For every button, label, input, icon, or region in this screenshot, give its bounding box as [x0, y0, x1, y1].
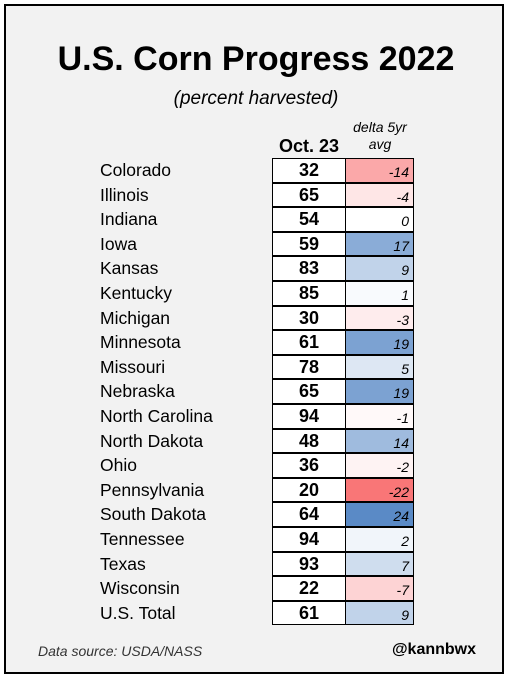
column-header-delta-text: delta 5yr avg [353, 119, 407, 152]
row-delta-value: 9 [346, 256, 414, 281]
table-row: Tennessee 94 2 [0, 527, 512, 552]
row-harvest-value: 54 [272, 207, 346, 232]
row-harvest-value: 30 [272, 305, 346, 331]
row-state-label: Ohio [100, 455, 137, 476]
row-harvest-value: 94 [272, 404, 346, 429]
row-state-label: Illinois [100, 184, 149, 205]
row-harvest-value: 64 [272, 502, 346, 527]
row-harvest-value: 65 [272, 379, 346, 404]
row-state-label: South Dakota [100, 504, 207, 525]
row-harvest-value: 48 [272, 428, 346, 454]
row-state-label: Missouri [100, 356, 166, 377]
table-row: Kansas 83 9 [0, 256, 512, 281]
chart-frame [4, 4, 504, 674]
row-state-label: North Carolina [100, 406, 213, 426]
row-state-label: Nebraska [100, 381, 175, 402]
row-harvest-value: 32 [272, 158, 346, 183]
row-harvest-value: 61 [272, 330, 346, 355]
row-delta-value: 9 [346, 600, 414, 626]
row-state-label: Michigan [100, 307, 171, 328]
column-header-oct23: Oct. 23 [278, 136, 340, 156]
row-delta-value: 24 [346, 502, 414, 527]
table-row: Wisconsin 22 -7 [0, 576, 512, 601]
chart-title: U.S. Corn Progress 2022 [57, 40, 455, 78]
row-state-label: Kentucky [100, 283, 172, 303]
row-delta-value: 14 [346, 428, 414, 454]
row-delta-value: 19 [346, 379, 414, 404]
row-harvest-value: 59 [272, 231, 346, 257]
row-harvest-value: 65 [272, 182, 346, 208]
table-row: Ohio 36 -2 [0, 453, 512, 478]
column-header-delta: delta 5yr avg [346, 119, 414, 153]
row-state-label: Tennessee [100, 529, 185, 549]
row-delta-value: 19 [346, 330, 414, 355]
row-delta-value: -4 [346, 182, 414, 208]
table-row: Nebraska 65 19 [0, 379, 512, 404]
row-delta-value: 7 [346, 551, 414, 577]
row-state-label: North Dakota [100, 430, 204, 451]
row-state-label: Pennsylvania [100, 479, 205, 500]
table-row: Pennsylvania 20 -22 [0, 477, 512, 503]
table-row: U.S. Total 61 9 [0, 600, 512, 626]
table-row: Illinois 65 -4 [0, 182, 512, 208]
author-handle: @kannbwx [391, 641, 476, 658]
row-harvest-value: 36 [272, 453, 346, 478]
table-row: Minnesota 61 19 [0, 330, 512, 355]
row-delta-value: 1 [346, 281, 414, 306]
row-state-label: Colorado [100, 160, 172, 180]
row-harvest-value: 78 [272, 354, 346, 380]
row-delta-value: 5 [346, 354, 414, 380]
row-delta-value: -1 [346, 404, 414, 429]
row-harvest-value: 83 [272, 256, 346, 281]
table-row: Kentucky 85 1 [0, 281, 512, 306]
table-row: Michigan 30 -3 [0, 305, 512, 331]
row-harvest-value: 61 [272, 600, 346, 626]
row-harvest-value: 85 [272, 281, 346, 306]
row-delta-value: -14 [346, 158, 414, 183]
row-delta-value: 0 [346, 207, 414, 232]
chart-subtitle: (percent harvested) [173, 88, 339, 109]
table-row: Missouri 78 5 [0, 354, 512, 380]
row-state-label: Wisconsin [100, 578, 180, 599]
row-delta-value: 17 [346, 231, 414, 257]
row-delta-value: -2 [346, 453, 414, 478]
row-state-label: Indiana [100, 209, 158, 230]
table-row: Texas 93 7 [0, 551, 512, 577]
table-row: Colorado 32 -14 [0, 158, 512, 183]
table-row: Iowa 59 17 [0, 231, 512, 257]
row-harvest-value: 93 [272, 551, 346, 577]
row-delta-value: -7 [346, 576, 414, 601]
table-row: South Dakota 64 24 [0, 502, 512, 527]
row-harvest-value: 94 [272, 527, 346, 552]
row-state-label: Minnesota [100, 332, 181, 353]
row-delta-value: -3 [346, 305, 414, 331]
row-state-label: U.S. Total [100, 602, 176, 623]
table-row: Indiana 54 0 [0, 207, 512, 232]
row-delta-value: -22 [346, 477, 414, 503]
row-state-label: Kansas [100, 258, 159, 279]
row-state-label: Iowa [100, 233, 137, 254]
row-delta-value: 2 [346, 527, 414, 552]
row-harvest-value: 22 [272, 576, 346, 601]
data-source: Data source: USDA/NASS [38, 643, 203, 659]
row-harvest-value: 20 [272, 477, 346, 503]
table-row: North Dakota 48 14 [0, 428, 512, 454]
table-row: North Carolina 94 -1 [0, 404, 512, 429]
row-state-label: Texas [100, 553, 146, 574]
